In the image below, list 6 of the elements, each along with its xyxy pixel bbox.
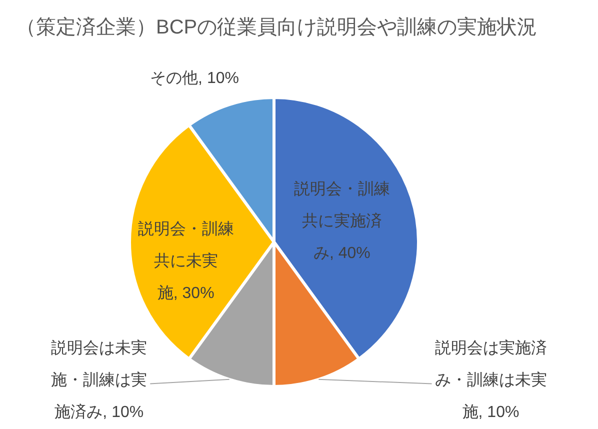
slice-label: 説明会・訓練共に未実施, 30% — [136, 220, 235, 304]
slice-label: 説明会は未実施・訓練は実施済み, 10% — [50, 338, 148, 423]
slice-label: その他, 10% — [149, 68, 240, 89]
slice-label: 説明会・訓練共に実施済み, 40% — [292, 180, 391, 264]
chart-title: （策定済企業）BCPの従業員向け説明会や訓練の実施状況 — [16, 16, 538, 39]
slice-label: 説明会は実施済み・訓練は未実施, 10% — [434, 338, 548, 423]
